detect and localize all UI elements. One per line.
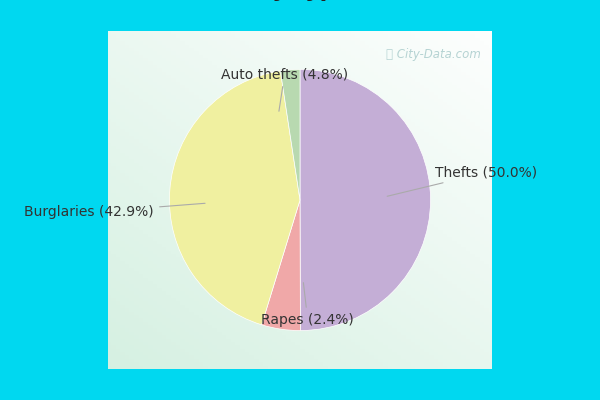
Title: Crimes by type - 2015: Crimes by type - 2015 [163, 0, 437, 1]
Text: Auto thefts (4.8%): Auto thefts (4.8%) [221, 67, 348, 111]
Wedge shape [262, 200, 301, 330]
Text: ⓘ City-Data.com: ⓘ City-Data.com [386, 48, 481, 60]
Text: Thefts (50.0%): Thefts (50.0%) [387, 165, 537, 196]
Wedge shape [169, 71, 300, 325]
Text: Rapes (2.4%): Rapes (2.4%) [262, 283, 354, 327]
Wedge shape [280, 70, 300, 200]
Wedge shape [300, 70, 431, 330]
Text: Burglaries (42.9%): Burglaries (42.9%) [25, 203, 205, 219]
